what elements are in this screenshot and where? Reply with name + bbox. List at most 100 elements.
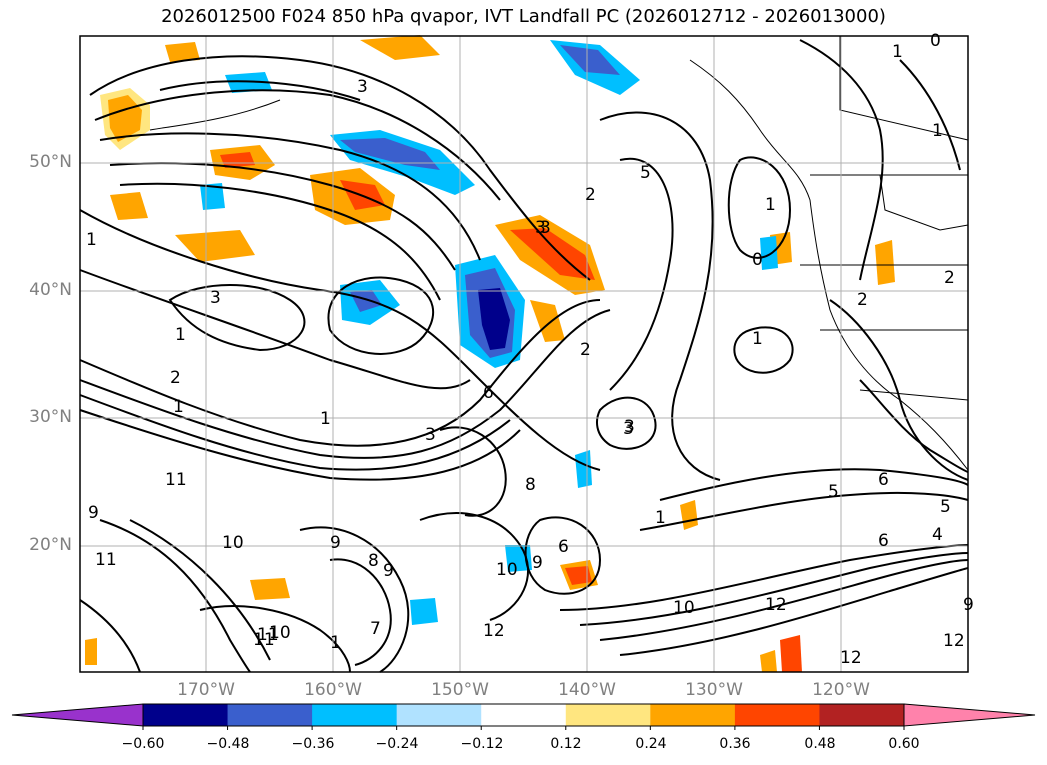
positive-patch [175,230,255,262]
contour-label: 11 [165,470,187,490]
contour-label: 3 [210,288,221,308]
contour-label: 9 [330,533,341,553]
contour-label: 4 [932,525,943,545]
contour-label: 3 [623,419,634,439]
lat-label-30n: 30°N [29,407,72,427]
lat-label-50n: 50°N [29,152,72,172]
contour-label: 9 [88,503,99,523]
positive-patch [360,35,440,60]
lon-label-140w: 140°W [558,680,616,700]
contour-label: 3 [535,218,546,238]
coastlines [149,36,969,471]
colorbar-segment [819,704,905,726]
map-frame [79,35,969,673]
colorbar-label: −0.12 [460,736,504,752]
contour-label: 12 [943,631,965,651]
map-title: 2026012500 F024 850 hPa qvapor, IVT Land… [161,6,886,27]
positive-patch [565,566,592,585]
contour-label: 9 [383,561,394,581]
contour-label: 9 [532,553,543,573]
colorbar-segment [227,704,313,726]
positive-patch [875,240,895,285]
negative-patch [350,290,382,312]
colorbar-label: 0.12 [550,736,582,752]
colorbar-extend-min [11,703,144,727]
colorbar [11,703,1036,730]
lat-label-40n: 40°N [29,280,72,300]
negative-patch [560,45,620,75]
contour-label: 1 [752,329,763,349]
contour-label: 5 [940,497,951,517]
positive-patch [220,152,255,168]
lon-label-130w: 130°W [685,680,743,700]
contour-label: 1 [932,121,943,141]
colorbar-label: 0.60 [888,736,920,752]
colorbar-segment [481,704,567,726]
contour-label: 6 [878,470,889,490]
contour-label: 3 [425,425,436,445]
positive-patch [85,638,97,665]
colorbar-label: 0.24 [635,736,667,752]
negative-patch [340,138,440,170]
contour-label: 10 [673,598,695,618]
contour-label: 5 [828,482,839,502]
contour-label: 6 [558,537,569,557]
contour-label: 7 [370,619,381,639]
contour-label: 3 [624,417,635,437]
contour-label: 2 [857,290,868,310]
negative-patch [225,72,272,93]
contour-label: 11 [95,550,117,570]
contour-label: 6 [878,531,889,551]
colorbar-label: −0.48 [206,736,250,752]
contour-label: 1 [320,409,331,429]
contour-label: 11 [253,630,275,650]
negative-patch [760,236,778,270]
colorbar-label: 0.36 [719,736,751,752]
contour-label: 1 [765,195,776,215]
contour-label: 1 [173,397,184,417]
colorbar-segment [734,704,820,726]
contour-label: 6 [483,383,494,403]
colorbar-extend-max [903,703,1036,727]
colorbar-segment [312,704,398,726]
contour-label: 11 [257,625,279,645]
colorbar-label: −0.24 [375,736,419,752]
contour-label: 0 [752,250,763,270]
contour-label: 12 [483,621,505,641]
graticule [80,36,968,672]
contour-label: 2 [170,368,181,388]
contour-label: 1 [175,325,186,345]
positive-patch [165,42,200,62]
colorbar-segment [650,704,736,726]
lon-label-120w: 120°W [812,680,870,700]
positive-patch [110,192,148,220]
contour-label: 1 [86,230,97,250]
contour-label: 3 [357,77,368,97]
colorbar-label: −0.36 [291,736,335,752]
contour-label: 2 [585,185,596,205]
contour-label: 3 [540,218,551,238]
lon-label-160w: 160°W [304,680,362,700]
lat-label-20n: 20°N [29,535,72,555]
contour-label: 0 [930,31,941,51]
contour-label: 10 [496,560,518,580]
contour-label: 1 [655,508,666,528]
colorbar-label: −0.60 [121,736,165,752]
contour-label: 2 [944,268,955,288]
negative-patch [410,598,438,625]
positive-patch [780,635,802,672]
contour-label: 1 [330,633,341,653]
colorbar-label: 0.48 [804,736,836,752]
negative-patch [575,450,592,488]
contour-label: 8 [525,475,536,495]
positive-patch [680,500,698,530]
ivt-contours [79,39,969,673]
contour-label: 2 [580,340,591,360]
contour-label: 12 [765,595,787,615]
colorbar-segment [143,704,229,726]
colorbar-segment [565,704,651,726]
contour-label: 5 [640,163,651,183]
contour-label: 8 [368,551,379,571]
